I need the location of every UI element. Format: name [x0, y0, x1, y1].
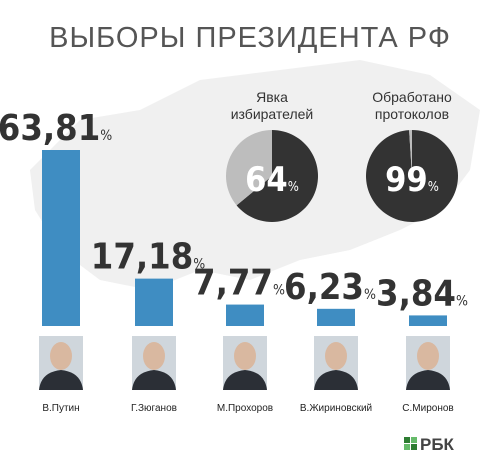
photo-head [234, 342, 256, 370]
value-label: 63,81% [0, 108, 112, 149]
logo-icon [404, 437, 410, 443]
value-label: 6,23% [284, 267, 376, 308]
photo-head [143, 342, 165, 370]
bar [409, 315, 447, 326]
value-label-unit: % [273, 283, 285, 299]
logo: РБК [404, 435, 455, 454]
pie-slice [409, 130, 412, 176]
value-label-number: 6,23 [284, 267, 364, 308]
value-label-unit: % [364, 287, 376, 303]
photo-head [417, 342, 439, 370]
pie-title: Обработано [372, 89, 452, 105]
chart-title: ВЫБОРЫ ПРЕЗИДЕНТА РФ [49, 22, 451, 54]
bar [135, 278, 173, 326]
value-label-unit: % [100, 128, 112, 144]
pie-label-unit: % [428, 180, 439, 195]
pie-label: 64% [245, 160, 299, 200]
candidate-name: С.Миронов [402, 403, 453, 414]
pie-title: протоколов [375, 106, 449, 122]
photo-suit [39, 370, 83, 390]
value-label-number: 63,81 [0, 108, 100, 149]
value-label-unit: % [456, 293, 468, 309]
photo-head [325, 342, 347, 370]
value-label-number: 7,77 [193, 263, 273, 304]
pie-slice [236, 130, 318, 222]
pie-title: избирателей [231, 106, 314, 122]
logo-icon [411, 437, 417, 443]
candidate-photo [132, 336, 176, 390]
photo-suit [132, 370, 176, 390]
pie-slice [366, 130, 459, 222]
photo-suit [406, 370, 450, 390]
value-label: 3,84% [376, 273, 468, 314]
candidate-photo [39, 336, 83, 390]
pie-label: 99% [385, 160, 439, 200]
photo-head [50, 342, 72, 370]
photo-suit [314, 370, 358, 390]
bar [226, 304, 264, 326]
value-label-number: 3,84 [376, 273, 456, 314]
candidate-photo [406, 336, 450, 390]
pie-label-number: 64 [245, 160, 288, 200]
logo-text: РБК [420, 435, 455, 454]
value-label-unit: % [193, 257, 205, 273]
candidate-name: В.Жириновский [300, 403, 372, 414]
bar [317, 308, 355, 326]
candidate-name: Г.Зюганов [131, 403, 177, 414]
pie-label-unit: % [288, 180, 299, 195]
bar [42, 150, 80, 326]
pie-title: Явка [256, 89, 288, 105]
logo-icon [404, 444, 410, 450]
candidate-name: В.Путин [42, 403, 79, 414]
value-label: 17,18% [91, 237, 205, 278]
value-label: 7,77% [193, 263, 285, 304]
value-label-number: 17,18 [91, 237, 193, 278]
candidate-photo [314, 336, 358, 390]
pie-slice [226, 130, 272, 206]
pie-label-number: 99 [385, 160, 428, 200]
logo-icon [411, 444, 417, 450]
photo-suit [223, 370, 267, 390]
candidate-photo [223, 336, 267, 390]
candidate-name: М.Прохоров [217, 403, 273, 414]
